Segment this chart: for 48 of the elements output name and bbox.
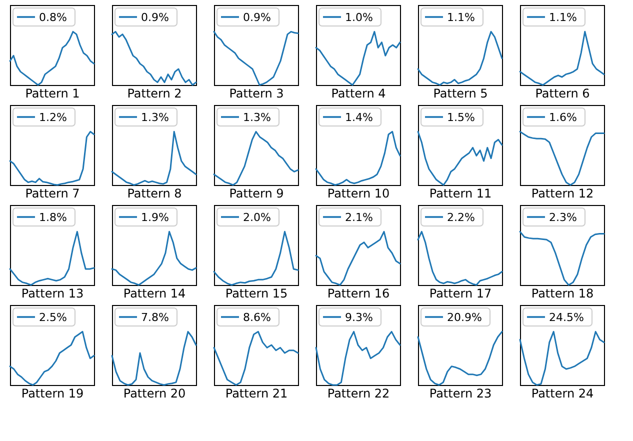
x-axis-title: Pattern 11: [429, 186, 492, 200]
x-axis-title: Pattern 21: [225, 386, 288, 400]
legend-label: 1.3%: [243, 111, 271, 124]
legend-label: 1.8%: [39, 211, 67, 224]
legend-label: 20.9%: [447, 311, 482, 324]
x-axis-title: Pattern 3: [229, 86, 284, 100]
x-axis-title: Pattern 17: [429, 286, 492, 300]
legend-label: 7.8%: [141, 311, 169, 324]
legend-label: 1.2%: [39, 111, 67, 124]
legend-label: 0.9%: [243, 11, 271, 24]
legend-label: 2.1%: [345, 211, 373, 224]
legend-label: 2.0%: [243, 211, 271, 224]
x-axis-title: Pattern 7: [25, 186, 80, 200]
x-axis-title: Pattern 18: [531, 286, 594, 300]
x-axis-title: Pattern 12: [531, 186, 594, 200]
x-axis-title: Pattern 15: [225, 286, 288, 300]
legend-label: 1.6%: [549, 111, 577, 124]
legend-label: 2.3%: [549, 211, 577, 224]
x-axis-title: Pattern 9: [229, 186, 284, 200]
x-axis-title: Pattern 22: [327, 386, 390, 400]
x-axis-title: Pattern 5: [433, 86, 488, 100]
x-axis-title: Pattern 8: [127, 186, 182, 200]
legend-label: 9.3%: [345, 311, 373, 324]
legend-label: 24.5%: [549, 311, 584, 324]
legend-label: 1.4%: [345, 111, 373, 124]
legend-label: 1.5%: [447, 111, 475, 124]
x-axis-title: Pattern 2: [127, 86, 182, 100]
x-axis-title: Pattern 19: [21, 386, 84, 400]
legend-label: 0.8%: [39, 11, 67, 24]
x-axis-title: Pattern 24: [531, 386, 594, 400]
legend-label: 0.9%: [141, 11, 169, 24]
x-axis-title: Pattern 23: [429, 386, 492, 400]
legend-label: 8.6%: [243, 311, 271, 324]
x-axis-title: Pattern 4: [331, 86, 386, 100]
x-axis-title: Pattern 1: [25, 86, 80, 100]
legend-label: 1.1%: [549, 11, 577, 24]
legend-label: 1.3%: [141, 111, 169, 124]
legend-label: 1.9%: [141, 211, 169, 224]
x-axis-title: Pattern 6: [535, 86, 590, 100]
legend-label: 1.1%: [447, 11, 475, 24]
legend-label: 2.2%: [447, 211, 475, 224]
legend-label: 1.0%: [345, 11, 373, 24]
x-axis-title: Pattern 20: [123, 386, 186, 400]
x-axis-title: Pattern 16: [327, 286, 390, 300]
x-axis-title: Pattern 10: [327, 186, 390, 200]
x-axis-title: Pattern 13: [21, 286, 84, 300]
legend-label: 2.5%: [39, 311, 67, 324]
x-axis-title: Pattern 14: [123, 286, 186, 300]
